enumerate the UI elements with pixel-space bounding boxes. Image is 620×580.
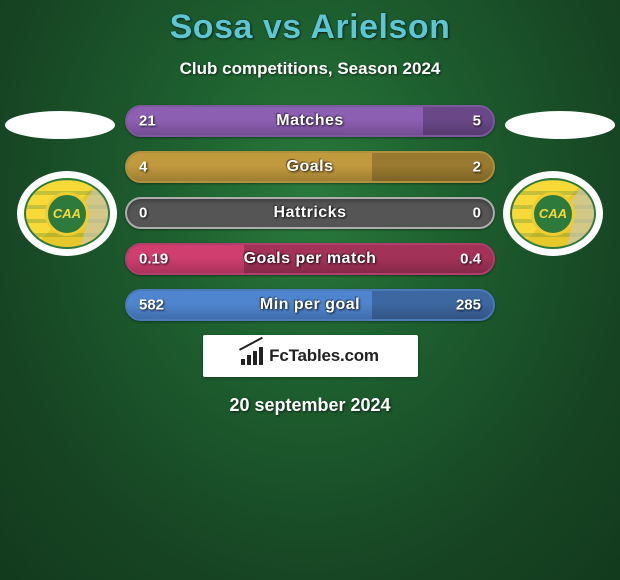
page-title: Sosa vs Arielson: [0, 0, 620, 47]
stat-bar: 00Hattricks: [125, 197, 495, 229]
brand-text: FcTables.com: [269, 346, 379, 366]
stat-bar: 215Matches: [125, 105, 495, 137]
branding-box[interactable]: FcTables.com: [203, 335, 418, 377]
bar-label: Goals: [127, 158, 493, 176]
player-right-silhouette: [505, 111, 615, 139]
subtitle: Club competitions, Season 2024: [0, 59, 620, 79]
bar-label: Goals per match: [127, 250, 493, 268]
stat-bar: 0.190.4Goals per match: [125, 243, 495, 275]
club-code-left: CAA: [45, 192, 89, 236]
player-left-silhouette: [5, 111, 115, 139]
club-code-right: CAA: [531, 192, 575, 236]
bar-chart-icon: [241, 347, 263, 365]
bar-label: Hattricks: [127, 204, 493, 222]
comparison-arena: CAA CAA 215Matches 42Goals 00Hattricks 0.19…: [0, 101, 620, 416]
club-badge-right: CAA: [503, 171, 603, 256]
bar-label: Matches: [127, 112, 493, 130]
stat-bars: 215Matches 42Goals 00Hattricks 0.190.4Goals…: [125, 101, 495, 321]
stat-bar: 582285Min per goal: [125, 289, 495, 321]
stat-bar: 42Goals: [125, 151, 495, 183]
club-badge-left: CAA: [17, 171, 117, 256]
bar-label: Min per goal: [127, 296, 493, 314]
date-text: 20 september 2024: [0, 395, 620, 416]
